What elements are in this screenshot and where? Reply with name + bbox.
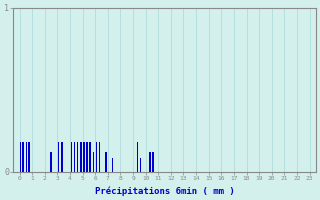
Bar xyxy=(58,142,60,172)
Bar xyxy=(153,152,154,172)
Bar xyxy=(22,142,24,172)
Bar xyxy=(137,142,138,172)
Bar xyxy=(96,142,97,172)
Bar xyxy=(80,142,82,172)
Bar xyxy=(20,142,21,172)
Bar xyxy=(92,152,94,172)
Bar xyxy=(70,142,72,172)
X-axis label: Précipitations 6min ( mm ): Précipitations 6min ( mm ) xyxy=(95,186,235,196)
Bar xyxy=(74,142,75,172)
Bar xyxy=(105,152,107,172)
Bar xyxy=(111,158,113,172)
Bar xyxy=(28,142,30,172)
Bar xyxy=(61,142,63,172)
Bar xyxy=(50,152,52,172)
Bar xyxy=(90,142,91,172)
Bar xyxy=(77,142,78,172)
Bar xyxy=(86,142,88,172)
Bar xyxy=(99,142,100,172)
Bar xyxy=(140,158,141,172)
Bar xyxy=(149,152,151,172)
Bar xyxy=(26,142,27,172)
Bar xyxy=(83,142,85,172)
